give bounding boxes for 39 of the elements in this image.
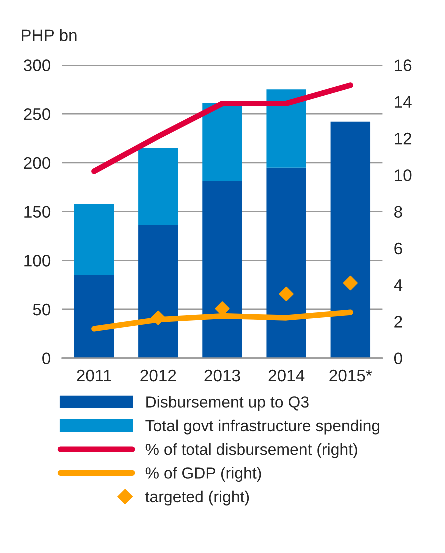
bar (266, 90, 306, 168)
legend-label: Total govt infrastructure spending (146, 420, 380, 435)
y-tick-label: 50 (33, 304, 51, 316)
x-tick-label: 2015* (330, 370, 372, 382)
bar (74, 275, 114, 358)
y2-tick-label: 14 (395, 96, 412, 108)
y-tick-label: 150 (24, 206, 51, 218)
legend-label: % of GDP (right) (146, 467, 262, 482)
x-tick-label: 2014 (268, 370, 305, 382)
bar (202, 103, 242, 182)
x-tick-label: 2011 (77, 370, 112, 382)
y-tick-label: 250 (24, 108, 51, 120)
y2-tick-label: 4 (394, 280, 403, 292)
bar (74, 204, 114, 276)
bar (138, 148, 178, 226)
y2-tick-label: 0 (394, 352, 402, 365)
x-tick-label: 2012 (140, 370, 176, 382)
y-tick-label: 200 (24, 157, 51, 170)
bar (266, 168, 306, 358)
y-tick-label: 300 (24, 60, 51, 72)
bar (202, 182, 242, 358)
y2-tick-label: 8 (394, 206, 402, 218)
bar (138, 225, 178, 358)
x-tick-label: 2013 (204, 370, 240, 382)
y2-tick-label: 6 (394, 242, 402, 255)
legend-label: % of total disbursement (right) (146, 444, 358, 458)
legend-label: targeted (right) (146, 490, 250, 506)
y2-tick-label: 12 (395, 132, 412, 145)
legend-label: Disbursement up to Q3 (146, 396, 309, 412)
point (279, 286, 294, 302)
y-axis-title: PHP bn (22, 29, 77, 42)
point (151, 310, 166, 326)
y2-tick-label: 16 (395, 60, 412, 72)
y2-tick-label: 2 (394, 316, 402, 328)
y2-tick-label: 10 (395, 170, 412, 182)
y-tick-label: 100 (24, 255, 51, 267)
bar (330, 122, 371, 358)
point (343, 276, 358, 291)
y-tick-label: 0 (42, 352, 51, 365)
